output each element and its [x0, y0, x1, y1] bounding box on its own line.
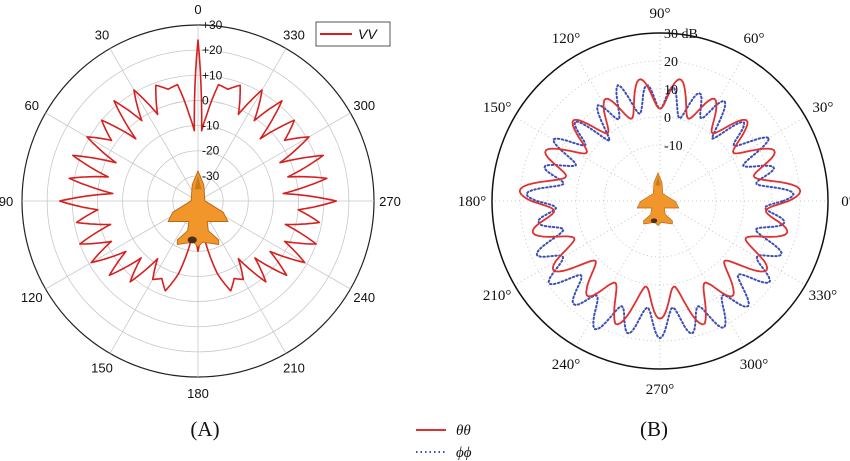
aircraft-canopy — [194, 175, 202, 190]
panel-b-angle-tick: 330° — [809, 288, 838, 304]
aircraft-exhaust — [187, 236, 197, 244]
panel-a-spoke — [109, 200, 199, 354]
panel-a-angle-tick: 120 — [21, 290, 43, 305]
panel-b-angle-tick: 150° — [483, 100, 512, 116]
panel-b-aircraft-icon — [636, 171, 680, 227]
legend-phi-label: ϕϕ — [456, 445, 472, 461]
panel-a-radial-tick: -30 — [202, 169, 220, 183]
panel-b-spoke — [659, 55, 745, 202]
panel-b-radial-tick: 20 — [664, 55, 678, 70]
panel-b-angle-tick: 0° — [841, 194, 850, 210]
panel-a-angle-tick: 270 — [379, 194, 401, 209]
aircraft-canopy — [655, 176, 661, 186]
panel-a-angle-tick: 240 — [353, 290, 375, 305]
panel-a-legend: VV — [315, 21, 391, 47]
aircraft-body — [167, 169, 229, 248]
panel-a-plot — [58, 39, 338, 292]
panel-a-aircraft — [167, 169, 229, 248]
legend-vv-label: VV — [358, 26, 378, 42]
panel-b-angle-tick: 180° — [458, 194, 487, 210]
panel-a-angle-tick: 180 — [187, 386, 209, 401]
panel-b-series-phi — [525, 83, 795, 340]
panel-b-angle-tick: 270° — [646, 382, 675, 398]
panel-b-angle-tick: 240° — [552, 357, 581, 373]
panel-b-radial-tick: 30 dB — [664, 27, 698, 42]
panel-b-angle-tick: 90° — [650, 6, 671, 22]
panel-a-angle-tick: 300 — [353, 98, 375, 113]
panel-a-spoke — [197, 112, 351, 202]
panel-b-angle-tick: 120° — [552, 31, 581, 47]
panel-b-caption: (B) — [640, 417, 668, 441]
panel-b-radial-tick: 0 — [664, 111, 671, 126]
panel-b-aircraft — [636, 171, 680, 227]
panel-b-angle-tick: 60° — [744, 31, 765, 47]
panel-a-spoke — [109, 48, 199, 202]
panel-b-angle-tick: 30° — [812, 100, 833, 116]
panel-a-radial-tick: 0 — [202, 93, 209, 107]
panel-b-series-theta — [518, 78, 802, 326]
panel-a-spoke — [197, 200, 287, 354]
panel-a: 0 30 60 90 120 150 180 210 240 270 300 330 +30 +20 +10… — [0, 2, 401, 441]
panel-a-angle-tick: 30 — [95, 28, 109, 43]
panel-b-plot — [518, 78, 802, 340]
panel-b-spoke — [575, 55, 661, 202]
panel-b-spoke — [659, 200, 745, 347]
panel-b: 0° 30° 60° 90° 120° 150° 180° 210° 240° 270° 300° 3… — [458, 6, 850, 441]
panel-b-radial-tick: 10 — [664, 83, 678, 98]
legend-box — [315, 21, 391, 47]
panel-b-radial-tick: -10 — [664, 139, 683, 154]
panel-a-radial-tick: -10 — [202, 119, 220, 133]
panel-a-angle-tick: 60 — [24, 98, 38, 113]
panel-a-angle-tick: 150 — [91, 360, 113, 375]
panel-a-radial-tick: -20 — [202, 144, 220, 158]
aircraft-body — [636, 171, 680, 227]
panel-b-outer-ring — [491, 32, 829, 370]
panel-a-spoke — [197, 48, 287, 202]
panel-a-radial-tick: +30 — [202, 18, 223, 32]
panel-a-series-vv — [58, 39, 338, 292]
panel-a-angle-tick: 330 — [283, 28, 305, 43]
panel-b-spoke — [514, 200, 661, 286]
panel-a-tick-labels: 0 30 60 90 120 150 180 210 240 270 300 330 +30 +20 +10… — [0, 2, 401, 401]
panel-a-angle-tick: 210 — [283, 360, 305, 375]
panel-a-spoke — [45, 112, 199, 202]
panel-a-radial-tick: +10 — [202, 68, 223, 82]
panel-b-angle-tick: 300° — [740, 357, 769, 373]
aircraft-exhaust — [650, 218, 658, 224]
panel-a-angle-tick: 90 — [0, 194, 13, 209]
panel-b-legend: θθ ϕϕ — [416, 423, 472, 461]
panel-a-aircraft-icon — [167, 169, 229, 248]
panel-a-angle-tick: 0 — [194, 2, 201, 17]
panel-b-angle-tick: 210° — [483, 288, 512, 304]
panel-b-spoke — [514, 116, 661, 202]
panel-a-caption: (A) — [190, 417, 219, 441]
panel-b-spoke — [659, 116, 806, 202]
panel-b-grid — [491, 32, 829, 370]
panel-b-spoke — [659, 200, 806, 286]
legend-theta-label: θθ — [456, 423, 471, 439]
panel-a-radial-tick: +20 — [202, 43, 223, 57]
panel-b-spoke — [575, 200, 661, 347]
panel-b-tick-labels: 0° 30° 60° 90° 120° 150° 180° 210° 240° 270° 300° 3… — [458, 6, 850, 398]
